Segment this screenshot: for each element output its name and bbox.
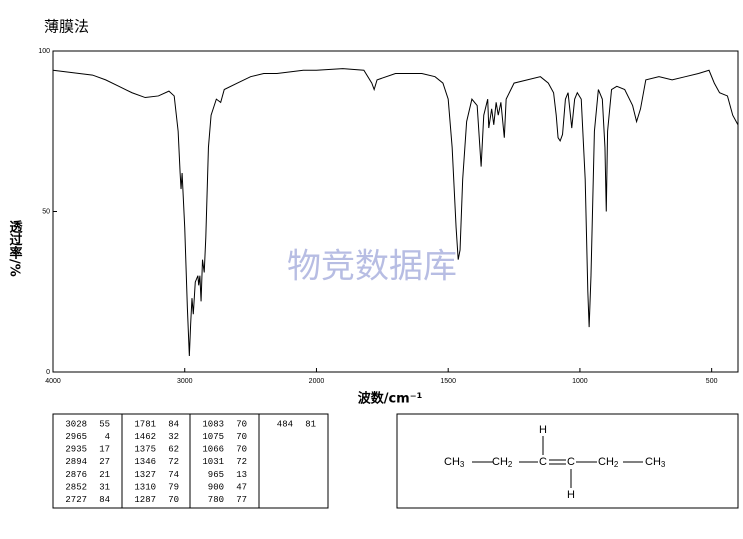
watermark: 物竞数据库	[287, 247, 457, 287]
x-tick-label: 500	[706, 378, 718, 385]
peak-transmittance: 13	[236, 470, 247, 480]
atom: H	[539, 424, 547, 436]
peak-wavenumber: 1310	[134, 482, 156, 492]
peak-wavenumber: 1031	[202, 457, 224, 467]
peak-wavenumber: 1287	[134, 495, 156, 505]
y-tick-label: 50	[42, 208, 50, 215]
peak-transmittance: 62	[168, 445, 179, 455]
peak-wavenumber: 2894	[65, 457, 87, 467]
spectrum-line	[52, 68, 739, 356]
peak-transmittance: 84	[99, 495, 110, 505]
atom: C	[567, 456, 575, 468]
x-axis-label: 波数/cm⁻¹	[358, 391, 423, 407]
y-tick-label: 0	[46, 369, 50, 376]
peak-transmittance: 21	[99, 470, 110, 480]
atom-subscript: 3	[661, 460, 666, 469]
peak-wavenumber: 484	[277, 419, 293, 429]
peak-wavenumber: 1075	[202, 432, 224, 442]
peak-transmittance: 74	[168, 470, 179, 480]
peak-wavenumber: 1781	[134, 419, 156, 429]
peak-transmittance: 81	[305, 419, 316, 429]
peak-wavenumber: 2876	[65, 470, 87, 480]
peak-transmittance: 84	[168, 419, 179, 429]
peak-wavenumber: 900	[208, 482, 224, 492]
atom: CH2	[492, 456, 513, 469]
peak-wavenumber: 1462	[134, 432, 156, 442]
peak-wavenumber: 1327	[134, 470, 156, 480]
atom-symbol: H	[567, 489, 575, 501]
atom: CH3	[645, 456, 666, 469]
peak-wavenumber: 3028	[65, 419, 87, 429]
peak-transmittance: 17	[99, 445, 110, 455]
peak-wavenumber: 2852	[65, 482, 87, 492]
peak-wavenumber: 780	[208, 495, 224, 505]
peak-transmittance: 47	[236, 482, 247, 492]
atom-subscript: 3	[460, 460, 465, 469]
x-tick-label: 3000	[177, 378, 193, 385]
peak-transmittance: 70	[236, 445, 247, 455]
peak-wavenumber: 1346	[134, 457, 156, 467]
chart-title: 薄膜法	[44, 18, 89, 36]
atom: H	[567, 489, 575, 501]
peak-wavenumber: 1375	[134, 445, 156, 455]
peak-wavenumber: 1083	[202, 419, 224, 429]
peak-transmittance: 79	[168, 482, 179, 492]
atom-symbol: CH	[645, 456, 661, 468]
peak-transmittance: 70	[168, 495, 179, 505]
atom-symbol: C	[539, 456, 547, 468]
peak-transmittance: 70	[236, 432, 247, 442]
peak-wavenumber: 1066	[202, 445, 224, 455]
atom: CH2	[598, 456, 619, 469]
peak-transmittance: 31	[99, 482, 110, 492]
peak-transmittance: 55	[99, 419, 110, 429]
peak-transmittance: 27	[99, 457, 110, 467]
plot-frame	[52, 50, 739, 373]
bonds	[472, 436, 643, 488]
peak-transmittance: 70	[236, 419, 247, 429]
peak-wavenumber: 2935	[65, 445, 87, 455]
atom-symbol: CH	[492, 456, 508, 468]
y-axis-label: 透过率/%	[7, 220, 23, 277]
atom: C	[539, 456, 547, 468]
x-tick-label: 4000	[45, 378, 61, 385]
x-tick-label: 2000	[309, 378, 325, 385]
structure-frame	[396, 413, 739, 509]
y-tick-label: 100	[38, 48, 50, 55]
atom: CH3	[444, 456, 465, 469]
peak-transmittance: 4	[105, 432, 110, 442]
atom-symbol: C	[567, 456, 575, 468]
peak-wavenumber: 965	[208, 470, 224, 480]
atom-subscript: 2	[508, 460, 513, 469]
atom-symbol: H	[539, 424, 547, 436]
x-tick-label: 1500	[440, 378, 456, 385]
peak-wavenumber: 2727	[65, 495, 87, 505]
atom-subscript: 2	[614, 460, 619, 469]
peak-transmittance: 32	[168, 432, 179, 442]
peak-transmittance: 72	[168, 457, 179, 467]
atom-symbol: CH	[598, 456, 614, 468]
peak-transmittance: 77	[236, 495, 247, 505]
peak-transmittance: 72	[236, 457, 247, 467]
peak-wavenumber: 2965	[65, 432, 87, 442]
atom-symbol: CH	[444, 456, 460, 468]
x-tick-label: 1000	[572, 378, 588, 385]
